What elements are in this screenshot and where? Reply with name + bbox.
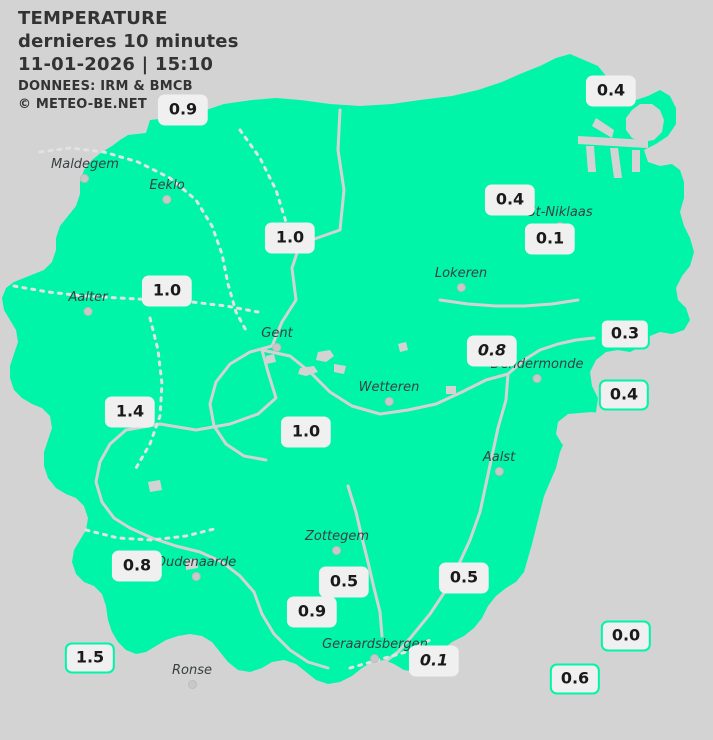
temperature-value-chip: 0.4 (585, 75, 637, 107)
city-label: Ronse (172, 663, 212, 678)
river-schelde-south (260, 348, 510, 416)
temperature-value-chip: 0.1 (408, 645, 460, 677)
city-label: Maldegem (51, 157, 119, 172)
map-dock-5 (632, 150, 640, 172)
temperature-value-chip: 0.8 (466, 335, 518, 367)
temperature-value-chip: 1.0 (280, 416, 332, 448)
city-dot-icon (456, 283, 466, 292)
temperature-value-chip: 0.4 (598, 379, 650, 411)
border-aalter (12, 284, 260, 314)
city-dot-icon (370, 654, 380, 663)
border-south (84, 526, 220, 542)
city-marker: Aalter (68, 290, 108, 316)
temperature-value-chip: 1.0 (141, 275, 193, 307)
city-label: Zottegem (305, 529, 369, 544)
map-island-9 (266, 354, 276, 364)
temperature-value-chip: 0.6 (549, 663, 601, 695)
temperature-value-chip: 0.5 (438, 562, 490, 594)
map-dock-4 (610, 148, 622, 178)
border-north-mid (238, 128, 288, 224)
map-island-1 (316, 350, 334, 362)
temperature-value-chip: 1.0 (264, 222, 316, 254)
temperature-value-chip: 0.8 (111, 550, 163, 582)
city-marker: Geraardsbergen (322, 638, 428, 663)
city-dot-icon (272, 343, 282, 352)
river-moervaart (438, 298, 580, 308)
temperature-value-chip: 0.0 (600, 620, 652, 652)
temperature-value-chip: 0.1 (524, 223, 576, 255)
city-marker: Lokeren (435, 267, 487, 292)
river-oudenaarde (128, 526, 256, 594)
city-dot-icon (162, 195, 172, 204)
border-north-west (38, 146, 250, 336)
map-island-3 (398, 342, 408, 352)
city-marker: Oudenaarde (155, 555, 237, 581)
river-north-tributary (506, 336, 596, 376)
city-label: Gent (261, 326, 293, 341)
city-dot-icon (532, 374, 542, 383)
temperature-value-chip: 1.5 (64, 642, 116, 674)
temperature-value-chip: 0.5 (318, 566, 370, 598)
city-label: Aalter (68, 290, 108, 305)
temperature-value-chip: 0.9 (157, 94, 209, 126)
border-west (134, 316, 164, 470)
temperature-value-chip: 0.3 (599, 318, 651, 350)
map-island-4 (334, 364, 346, 374)
city-dot-icon (494, 467, 504, 476)
map-island-6 (148, 480, 162, 492)
temperature-value-chip: 0.9 (286, 596, 338, 628)
city-label: St-Niklaas (527, 205, 593, 220)
city-label: Aalst (482, 450, 516, 465)
map-estuary-cutouts (626, 104, 664, 142)
city-dot-icon (332, 546, 342, 555)
map-notch-southeast (556, 412, 612, 452)
city-marker: Ronse (172, 664, 212, 689)
river-south-west (252, 590, 330, 670)
map-island-5 (660, 358, 672, 370)
city-dot-icon (384, 397, 394, 406)
river-dender (380, 372, 510, 666)
city-dot-icon (80, 174, 90, 183)
river-gent-ring (208, 344, 274, 462)
city-marker: Eeklo (149, 178, 185, 204)
city-label: Lokeren (434, 266, 488, 281)
city-dot-icon (191, 572, 201, 581)
map-hydrography (94, 108, 596, 670)
city-dot-icon (187, 680, 197, 689)
city-label: Oudenaarde (155, 555, 237, 570)
city-label: Wetteren (358, 380, 420, 395)
river-leie (124, 348, 278, 432)
city-marker: Aalst (483, 451, 515, 476)
river-zottegem-branch (346, 484, 384, 638)
city-label: Geraardsbergen (322, 637, 428, 652)
map-island-7 (186, 558, 198, 570)
city-label: Eeklo (149, 178, 185, 193)
map-dock-2 (578, 136, 648, 148)
map-island-8 (446, 386, 456, 394)
temperature-value-chip: 0.4 (484, 184, 536, 216)
city-marker: Wetteren (358, 380, 420, 406)
city-marker: Zottegem (305, 530, 369, 555)
river-west-branch (94, 428, 132, 530)
city-marker: Gent (261, 326, 293, 352)
city-dot-icon (83, 307, 93, 316)
city-marker: Maldegem (51, 158, 119, 183)
map-dock-3 (586, 146, 596, 172)
map-dock-1 (592, 118, 614, 138)
temperature-value-chip: 1.4 (104, 396, 156, 428)
